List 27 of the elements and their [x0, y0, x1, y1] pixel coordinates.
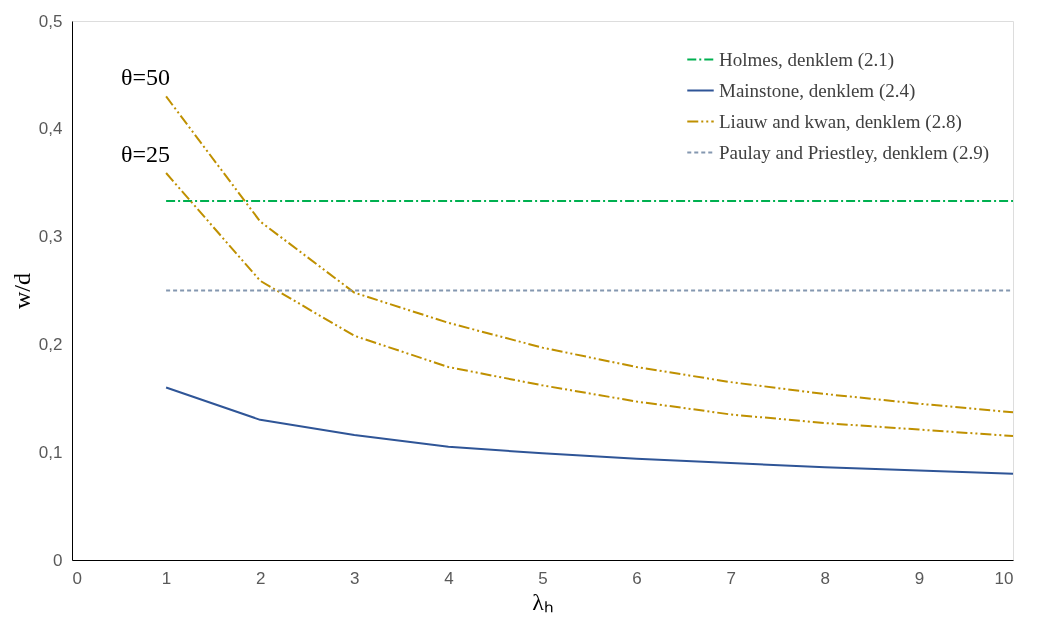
y-tick-label: 0,5 [38, 11, 63, 31]
legend-label: Liauw and kwan, denklem (2.8) [719, 110, 962, 133]
x-axis-title: λₕ [532, 588, 554, 615]
annotation: θ=50 [121, 64, 171, 91]
line-series [165, 172, 1014, 438]
legend-label: Mainstone, denklem (2.4) [719, 79, 916, 102]
x-tick-label: 10 [994, 568, 1014, 588]
y-tick-label: 0,3 [38, 227, 63, 247]
x-tick-label: 5 [538, 568, 548, 588]
y-tick-label: 0,4 [38, 119, 63, 139]
x-tick-label: 3 [350, 568, 360, 588]
x-tick-label: 0 [72, 568, 82, 588]
y-tick-label: 0 [53, 550, 63, 570]
legend-label: Holmes, denklem (2.1) [719, 48, 895, 71]
x-tick-label: 9 [914, 568, 925, 588]
annotation: θ=25 [121, 141, 171, 167]
line-series [165, 386, 1014, 475]
y-axis-title: w/d [8, 273, 35, 309]
x-tick-label: 4 [444, 568, 454, 588]
x-tick-label: 6 [632, 568, 642, 588]
x-tick-label: 7 [726, 568, 736, 588]
y-tick-label: 0,1 [38, 442, 63, 462]
x-tick-label: 2 [255, 568, 266, 588]
x-tick-label: 8 [820, 568, 831, 588]
x-tick-label: 1 [161, 568, 172, 588]
legend-label: Paulay and Priestley, denklem (2.9) [719, 141, 989, 164]
y-tick-label: 0,2 [38, 334, 63, 354]
